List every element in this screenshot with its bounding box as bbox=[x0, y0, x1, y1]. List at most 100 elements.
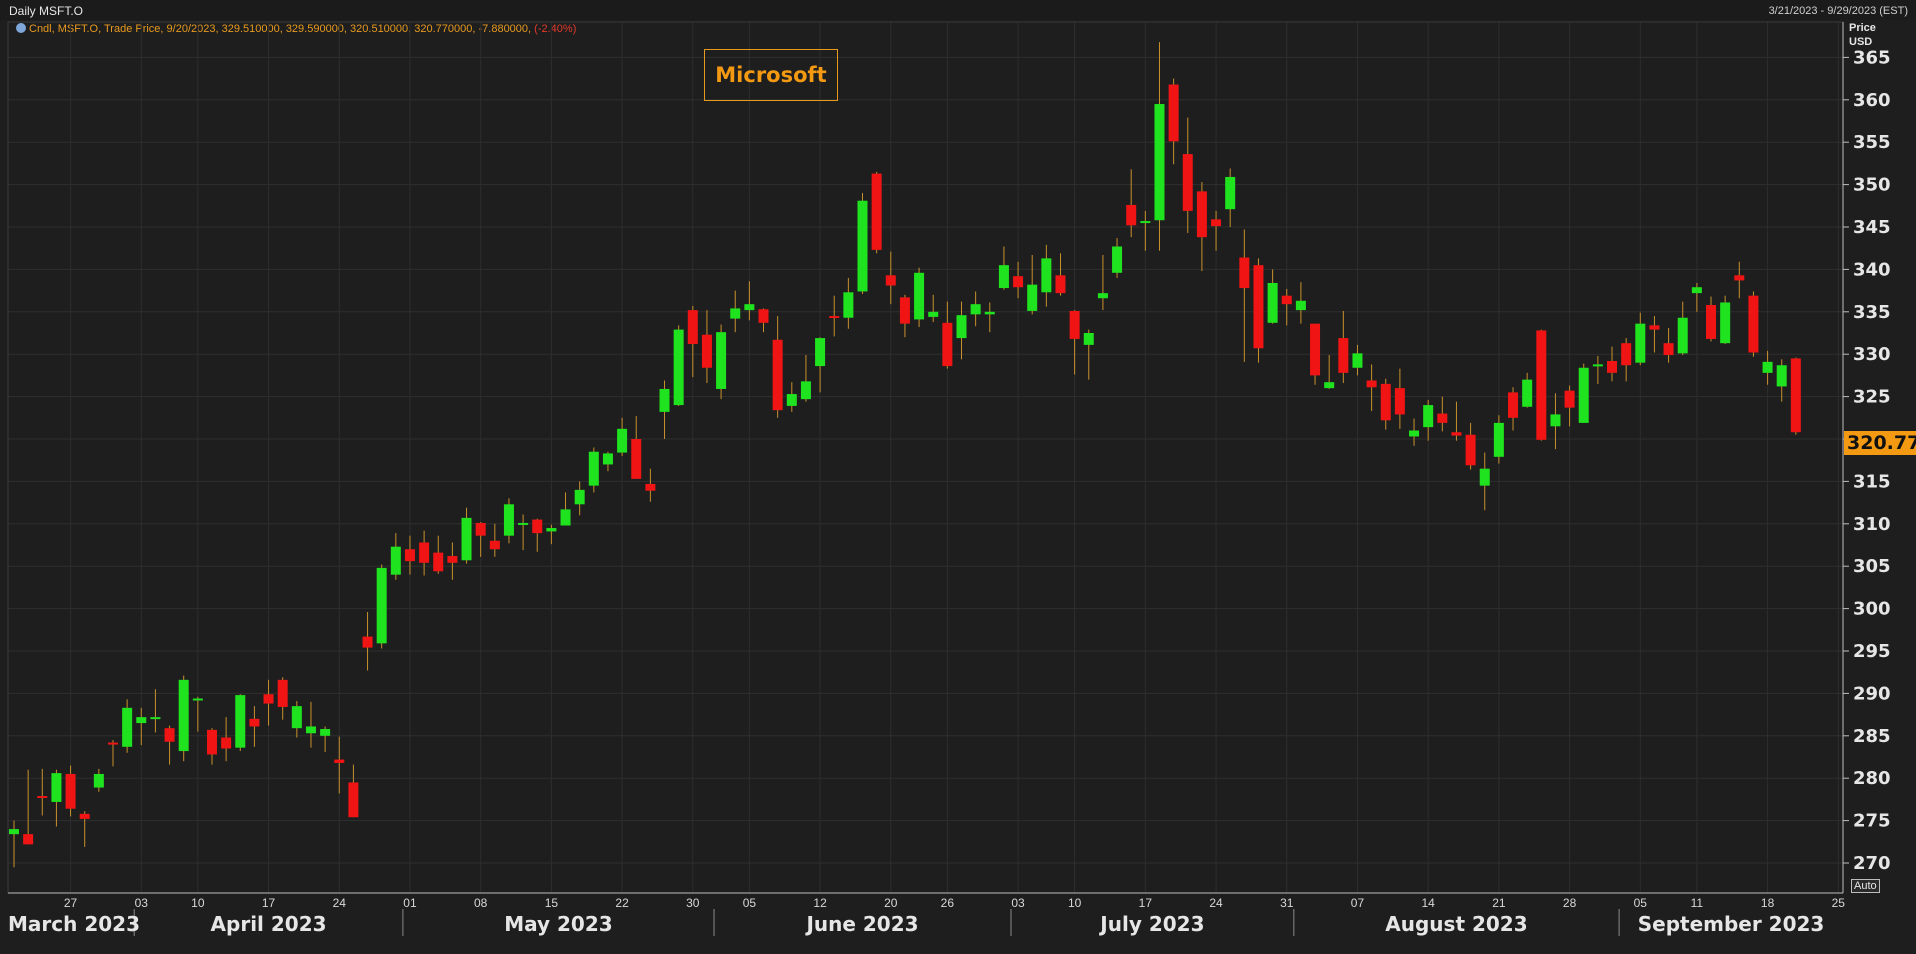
day-tick-label: 15 bbox=[545, 896, 559, 910]
candle-body bbox=[1508, 392, 1519, 418]
day-tick-label: 07 bbox=[1351, 896, 1365, 910]
candle-body bbox=[461, 517, 472, 561]
candle-body bbox=[1649, 325, 1660, 330]
candle-body bbox=[1578, 367, 1589, 423]
price-tick-label: 300 bbox=[1853, 599, 1891, 620]
candle-body bbox=[1522, 379, 1533, 407]
candle-body bbox=[1734, 275, 1745, 281]
candle-body bbox=[1310, 323, 1321, 376]
title-bar: Daily MSFT.O 3/21/2023 - 9/29/2023 (EST) bbox=[0, 0, 1916, 20]
candles bbox=[9, 42, 1801, 868]
price-tick-label: 325 bbox=[1853, 387, 1891, 408]
candle-body bbox=[843, 292, 854, 318]
candle-body bbox=[1493, 422, 1504, 457]
candle-body bbox=[1564, 390, 1575, 408]
candle-body bbox=[1154, 104, 1165, 221]
candle-body bbox=[1635, 323, 1646, 363]
day-tick-label: 21 bbox=[1492, 896, 1506, 910]
price-tick-label: 275 bbox=[1853, 811, 1891, 832]
candle-body bbox=[1437, 413, 1448, 423]
candle-body bbox=[9, 829, 19, 835]
price-tick-label: 340 bbox=[1853, 259, 1891, 280]
candle-body bbox=[1380, 383, 1391, 421]
candle-body bbox=[560, 509, 571, 526]
candle-body bbox=[758, 309, 769, 323]
candle-body bbox=[93, 773, 104, 788]
price-axis-header: Price USD bbox=[1849, 21, 1876, 49]
day-tick-label: 26 bbox=[941, 896, 955, 910]
price-tick-label: 290 bbox=[1853, 683, 1891, 704]
candle-body bbox=[956, 315, 967, 339]
candle-body bbox=[1097, 293, 1108, 299]
day-tick-label: 08 bbox=[474, 896, 488, 910]
candle-body bbox=[871, 173, 882, 250]
candle-body bbox=[51, 773, 62, 802]
candle-body bbox=[150, 717, 161, 720]
candle-body bbox=[291, 706, 302, 729]
candle-body bbox=[1423, 405, 1434, 428]
month-label: June 2023 bbox=[804, 912, 918, 936]
candle-body bbox=[376, 567, 387, 644]
day-tick-label: 14 bbox=[1421, 896, 1435, 910]
price-tick-label: 335 bbox=[1853, 302, 1891, 323]
candle-body bbox=[716, 332, 727, 389]
day-tick-label: 12 bbox=[813, 896, 827, 910]
candle-body bbox=[1225, 176, 1236, 210]
candle-body bbox=[914, 272, 925, 320]
day-tick-label: 22 bbox=[615, 896, 629, 910]
candle-body bbox=[277, 679, 288, 707]
candle-body bbox=[885, 275, 896, 286]
candle-body bbox=[602, 453, 613, 465]
candle-body bbox=[518, 522, 529, 525]
price-tick-label: 295 bbox=[1853, 641, 1891, 662]
candle-body bbox=[645, 483, 656, 491]
candle-body bbox=[489, 540, 500, 550]
candle-body bbox=[37, 796, 48, 799]
candle-body bbox=[334, 759, 345, 763]
candle-body bbox=[730, 308, 741, 319]
candle-body bbox=[1324, 382, 1335, 389]
candle-body bbox=[815, 338, 826, 367]
candle-body bbox=[1536, 330, 1547, 440]
candle-body bbox=[348, 782, 359, 818]
candle-body bbox=[532, 519, 543, 534]
price-tick-label: 355 bbox=[1853, 132, 1891, 153]
month-label: September 2023 bbox=[1638, 912, 1825, 936]
candle-body bbox=[79, 813, 90, 819]
candle-body bbox=[1394, 388, 1405, 415]
series-legend[interactable]: Cndl, MSFT.O, Trade Price, 9/20/2023, 32… bbox=[16, 23, 576, 35]
candle-body bbox=[1338, 338, 1349, 373]
legend-text: Cndl, MSFT.O, Trade Price, 9/20/2023, 32… bbox=[29, 23, 532, 35]
candle-body bbox=[1409, 430, 1420, 437]
candle-body bbox=[617, 428, 628, 453]
chart-annotation[interactable]: Microsoft bbox=[704, 49, 838, 101]
candle-body bbox=[263, 694, 274, 704]
plot-frame bbox=[7, 21, 1844, 894]
auto-scale-button[interactable]: Auto bbox=[1851, 879, 1880, 893]
candle-body bbox=[1465, 434, 1476, 466]
candle-body bbox=[1550, 414, 1561, 427]
candle-body bbox=[1112, 246, 1123, 273]
candle-body bbox=[899, 297, 910, 324]
candle-body bbox=[305, 726, 316, 734]
day-tick-label: 25 bbox=[1832, 896, 1846, 910]
candle-body bbox=[800, 381, 811, 400]
candle-body bbox=[1196, 191, 1207, 238]
candle-body bbox=[1479, 468, 1490, 486]
day-tick-label: 31 bbox=[1280, 896, 1294, 910]
candle-body bbox=[928, 311, 939, 317]
day-tick-label: 11 bbox=[1691, 896, 1704, 910]
candle-body bbox=[1182, 154, 1193, 211]
day-tick-label: 24 bbox=[333, 896, 347, 910]
candle-body bbox=[1041, 258, 1052, 293]
price-tick-label: 280 bbox=[1853, 768, 1891, 789]
month-label: May 2023 bbox=[504, 912, 612, 936]
candle-body bbox=[503, 504, 514, 536]
candle-body bbox=[390, 546, 401, 575]
price-tick-label: 305 bbox=[1853, 556, 1891, 577]
series-icon[interactable] bbox=[16, 23, 26, 33]
day-tick-label: 05 bbox=[743, 896, 757, 910]
price-tick-label: 310 bbox=[1853, 514, 1891, 535]
